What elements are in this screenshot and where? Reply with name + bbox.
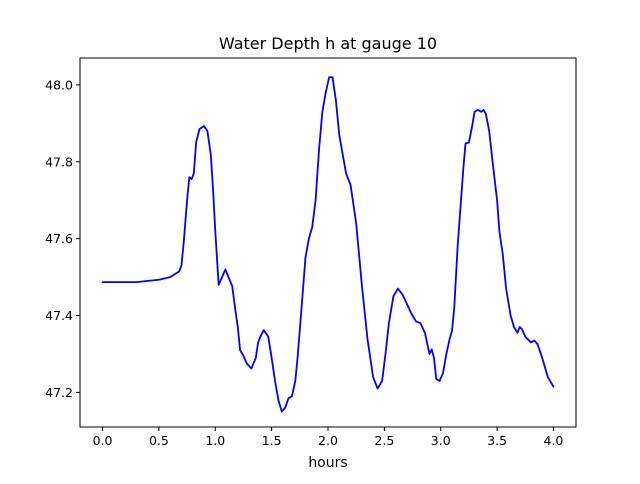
x-tick-label: 2.0 [318, 433, 338, 448]
x-tick-label: 4.0 [544, 433, 564, 448]
y-tick-label: 47.4 [45, 308, 73, 323]
x-tick-label: 1.0 [205, 433, 225, 448]
y-axis: 47.2 47.4 47.6 47.8 48.0 [45, 77, 80, 400]
x-axis-label: hours [308, 455, 347, 471]
x-tick-label: 0.5 [149, 433, 169, 448]
series-line-0 [101, 76, 555, 413]
plot-area [101, 76, 555, 413]
x-tick-label: 1.5 [262, 433, 282, 448]
x-tick-label: 3.0 [431, 433, 451, 448]
x-tick-label: 3.5 [487, 433, 507, 448]
x-axis: 0.0 0.5 1.0 1.5 2.0 2.5 3.0 3.5 4.0 [93, 427, 564, 448]
y-tick-label: 47.6 [45, 231, 73, 246]
chart-title: Water Depth h at gauge 10 [219, 34, 437, 53]
y-tick-label: 47.8 [45, 154, 73, 169]
y-tick-label: 48.0 [45, 77, 73, 92]
x-tick-label: 0.0 [93, 433, 113, 448]
y-tick-label: 47.2 [45, 385, 73, 400]
x-tick-label: 2.5 [374, 433, 394, 448]
